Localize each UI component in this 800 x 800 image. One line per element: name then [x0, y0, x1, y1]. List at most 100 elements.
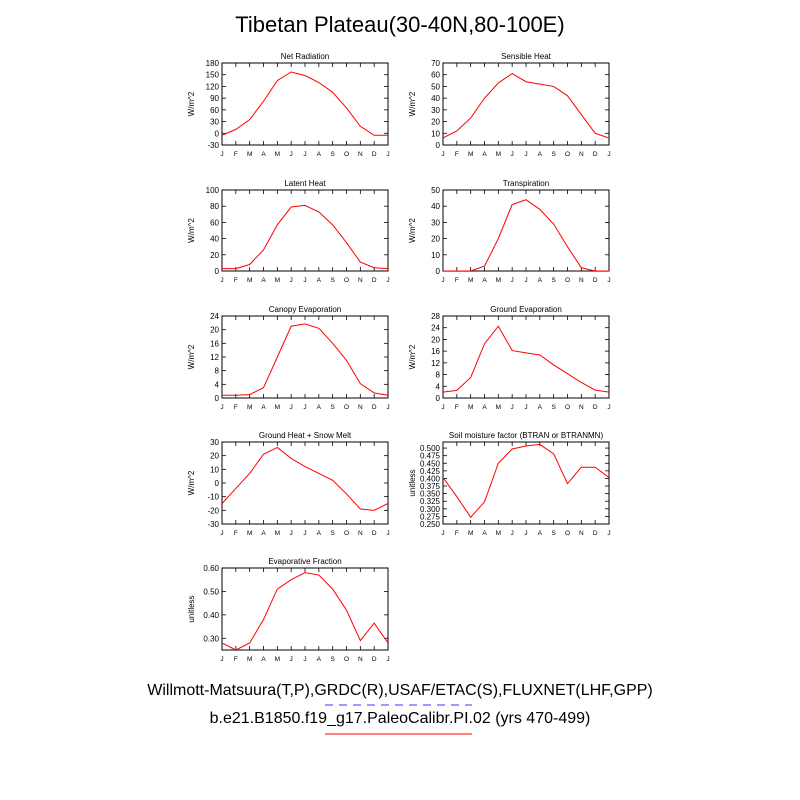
model-series-line [443, 199, 609, 271]
x-tick-label: D [593, 277, 598, 284]
x-tick-label: M [275, 277, 280, 284]
y-tick-label: 20 [210, 251, 219, 260]
model-series-line [222, 204, 388, 270]
panel-6: Ground Evaporation 0 4 8 12 16 20 24 28 W/m^2 J F M A… [408, 305, 611, 411]
panel-title: Ground Evaporation [490, 305, 562, 314]
x-tick-label: F [234, 530, 238, 537]
y-tick-label: 0.500 [420, 444, 441, 453]
x-tick-label: N [358, 404, 363, 411]
y-tick-label: 8 [215, 367, 220, 376]
y-tick-label: 0.40 [203, 611, 219, 620]
x-tick-label: S [551, 151, 556, 158]
y-tick-label: 16 [210, 339, 219, 348]
panel-title: Soil moisture factor (BTRAN or BTRANMN) [449, 431, 604, 440]
y-tick-label: 12 [431, 359, 440, 368]
x-tick-label: S [551, 277, 556, 284]
x-tick-label: J [511, 151, 514, 158]
y-tick-label: 40 [431, 202, 440, 211]
y-tick-label: 0.475 [420, 452, 441, 461]
y-axis-label: unitless [187, 595, 196, 622]
x-tick-label: J [290, 404, 293, 411]
x-tick-label: J [524, 530, 527, 537]
x-tick-label: A [538, 277, 543, 284]
y-tick-label: 0 [215, 129, 220, 138]
plot-frame [442, 441, 610, 525]
x-tick-label: N [358, 530, 363, 537]
model-series-line [222, 71, 388, 136]
x-tick-label: S [330, 530, 335, 537]
x-tick-label: F [455, 151, 459, 158]
x-tick-label: N [358, 151, 363, 158]
y-tick-label: 20 [431, 118, 440, 127]
y-tick-label: 0.450 [420, 459, 441, 468]
y-tick-label: -30 [207, 141, 219, 150]
y-tick-label: 0 [215, 267, 220, 276]
panel-8: Soil moisture factor (BTRAN or BTRANMN) 0… [408, 431, 611, 537]
x-tick-label: A [261, 151, 266, 158]
x-tick-label: A [538, 404, 543, 411]
y-tick-label: 60 [210, 218, 219, 227]
x-tick-label: J [303, 404, 306, 411]
panel-1: Net Radiation -30 0 30 60 90 120 150 180 W/m^2 J F M… [187, 52, 390, 158]
x-tick-label: A [538, 530, 543, 537]
x-tick-label: S [330, 656, 335, 663]
x-tick-label: J [220, 656, 223, 663]
y-tick-label: 24 [431, 324, 440, 333]
x-tick-label: A [482, 151, 487, 158]
model-series-line [222, 323, 388, 396]
y-tick-label: 0.300 [420, 505, 441, 514]
x-tick-label: A [317, 151, 322, 158]
x-tick-label: N [579, 404, 584, 411]
x-tick-label: J [607, 530, 610, 537]
panel-7: Ground Heat + Snow Melt -30 -20 -10 0 10 20 30 W… [187, 431, 390, 537]
x-tick-label: A [317, 277, 322, 284]
y-tick-label: 0.275 [420, 512, 441, 521]
y-tick-label: 0.50 [203, 587, 219, 596]
panel-9: Evaporative Fraction 0.30 0.40 0.50 0.60 unit… [187, 557, 390, 663]
x-tick-label: F [234, 277, 238, 284]
x-tick-label: O [565, 277, 570, 284]
x-tick-label: M [275, 656, 280, 663]
x-tick-label: N [579, 277, 584, 284]
y-tick-label: 0.30 [203, 634, 219, 643]
x-tick-label: M [247, 656, 252, 663]
x-tick-label: J [607, 151, 610, 158]
x-tick-label: F [455, 277, 459, 284]
y-tick-label: 50 [431, 186, 440, 195]
x-tick-label: J [290, 151, 293, 158]
y-tick-label: 30 [431, 218, 440, 227]
y-tick-label: -20 [207, 506, 219, 515]
y-tick-label: 10 [431, 251, 440, 260]
x-tick-label: J [441, 404, 444, 411]
x-tick-label: J [511, 277, 514, 284]
x-tick-label: A [317, 404, 322, 411]
x-tick-label: J [290, 656, 293, 663]
x-tick-label: M [275, 151, 280, 158]
y-tick-label: 24 [210, 312, 219, 321]
y-tick-label: 30 [210, 118, 219, 127]
y-tick-label: 0 [436, 141, 441, 150]
x-tick-label: F [234, 404, 238, 411]
y-tick-label: 0 [215, 479, 220, 488]
panel-2: Sensible Heat 0 10 20 30 40 50 60 70 W/m^2 J F M A M J J… [408, 52, 611, 158]
y-tick-label: 150 [206, 71, 220, 80]
model-series-line [443, 443, 609, 519]
x-tick-label: J [386, 404, 389, 411]
y-axis-label: W/m^2 [408, 344, 417, 369]
x-tick-label: S [330, 151, 335, 158]
x-tick-label: O [565, 404, 570, 411]
x-tick-label: A [482, 404, 487, 411]
y-tick-label: 40 [210, 235, 219, 244]
y-tick-label: 0.350 [420, 490, 441, 499]
x-tick-label: N [579, 151, 584, 158]
x-tick-label: O [344, 656, 349, 663]
y-axis-label: W/m^2 [187, 218, 196, 243]
x-tick-label: J [220, 277, 223, 284]
x-tick-label: J [524, 151, 527, 158]
x-tick-label: J [220, 530, 223, 537]
x-tick-label: M [247, 277, 252, 284]
x-tick-label: J [524, 404, 527, 411]
x-tick-label: M [496, 277, 501, 284]
model-series-line [222, 572, 388, 650]
x-tick-label: J [303, 530, 306, 537]
